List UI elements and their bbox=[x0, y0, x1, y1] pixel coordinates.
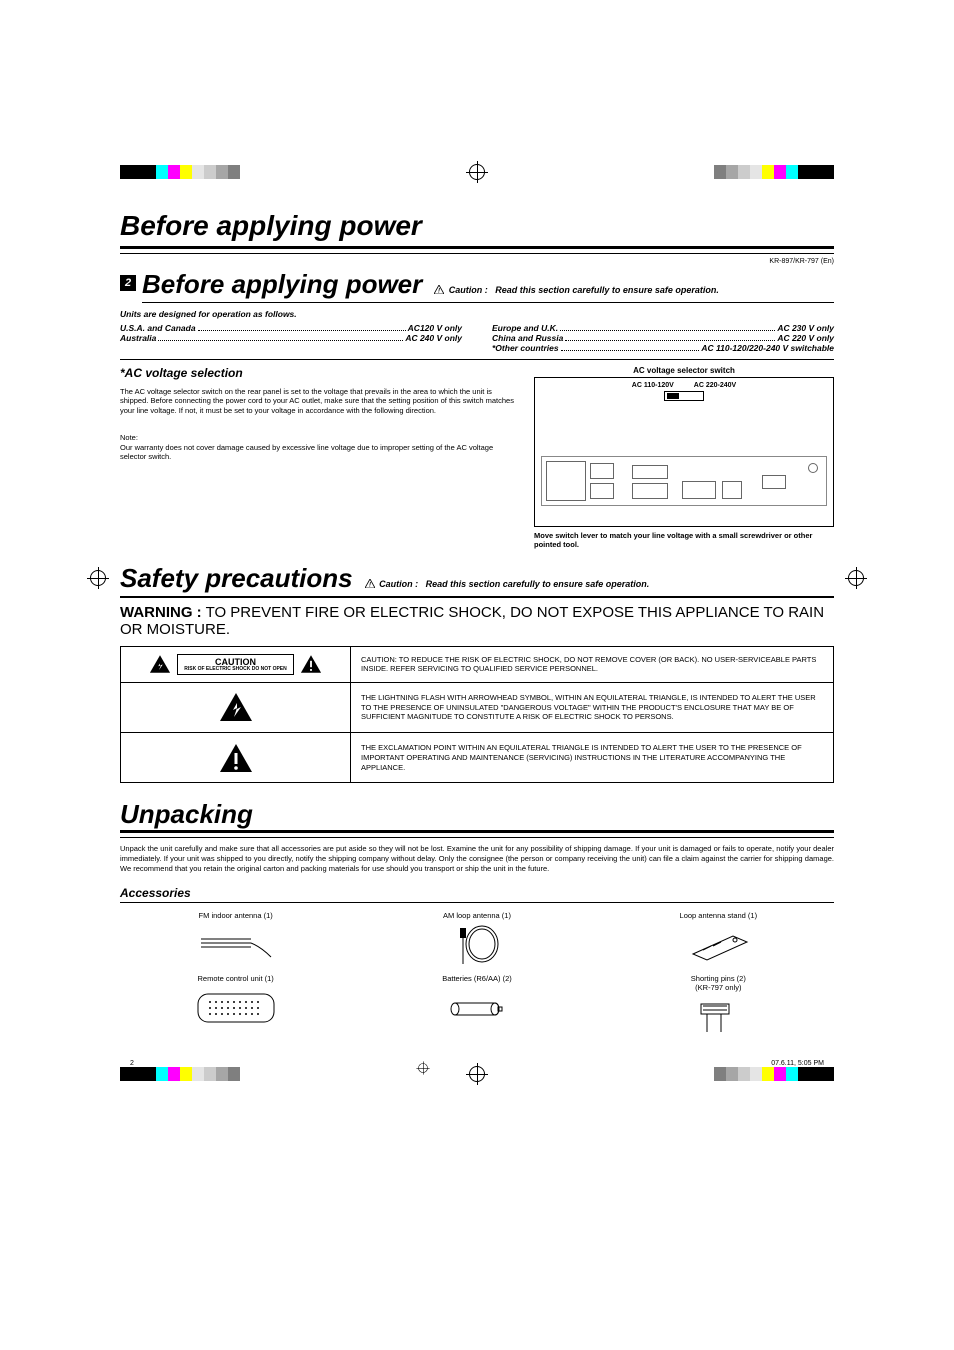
switch-label-right: AC 220-240V bbox=[694, 382, 736, 389]
voltage-row: Europe and U.K.AC 230 V only bbox=[492, 323, 834, 333]
voltage-row: U.S.A. and CanadaAC120 V only bbox=[120, 323, 462, 333]
accessory-label: FM indoor antenna (1) bbox=[120, 911, 351, 920]
registration-top bbox=[0, 160, 954, 184]
switch-label-left: AC 110-120V bbox=[632, 382, 674, 389]
section-title: Before applying power bbox=[142, 269, 422, 300]
lightning-triangle-icon bbox=[219, 692, 253, 722]
caution-text: Read this section carefully to ensure sa… bbox=[495, 285, 719, 295]
symbol-text: THE LIGHTNING FLASH WITH ARROWHEAD SYMBO… bbox=[351, 683, 833, 732]
warning-label: WARNING : bbox=[120, 604, 202, 621]
registration-mark-icon bbox=[469, 1066, 485, 1082]
voltage-col-left: U.S.A. and CanadaAC120 V only AustraliaA… bbox=[120, 323, 462, 353]
accessory-label: Batteries (R6/AA) (2) bbox=[361, 974, 592, 983]
symbol-row-lightning: THE LIGHTNING FLASH WITH ARROWHEAD SYMBO… bbox=[120, 683, 834, 733]
accessory-item: Shorting pins (2) (KR-797 only) bbox=[603, 974, 834, 1040]
voltage-row: *Other countriesAC 110-120/220-240 V swi… bbox=[492, 343, 834, 353]
registration-mark-icon bbox=[90, 570, 106, 586]
color-ticks-right bbox=[714, 165, 834, 179]
accessory-item: Loop antenna stand (1) bbox=[603, 911, 834, 968]
note-label: Note: bbox=[120, 433, 516, 442]
caution-label: Caution : bbox=[449, 285, 488, 295]
accessory-label: Loop antenna stand (1) bbox=[603, 911, 834, 920]
rear-panel-icon bbox=[541, 456, 827, 506]
registration-mark-icon bbox=[469, 164, 485, 180]
switch-diagram-box: AC 110-120V AC 220-240V bbox=[534, 377, 834, 527]
body-text: The AC voltage selector switch on the re… bbox=[120, 387, 516, 415]
subheading: *AC voltage selection bbox=[120, 366, 516, 381]
svg-text:!: ! bbox=[369, 583, 371, 589]
accessories-heading: Accessories bbox=[120, 886, 834, 903]
svg-text:!: ! bbox=[438, 289, 440, 295]
caution-box-text: CAUTION: TO REDUCE THE RISK OF ELECTRIC … bbox=[351, 647, 833, 682]
divider bbox=[120, 830, 834, 833]
shorting-pin-icon bbox=[603, 996, 834, 1040]
accessory-item: Remote control unit (1) bbox=[120, 974, 351, 1040]
section-title: Unpacking bbox=[120, 799, 834, 830]
symbol-row-exclamation: THE EXCLAMATION POINT WITHIN AN EQUILATE… bbox=[120, 733, 834, 783]
fm-antenna-icon bbox=[120, 924, 351, 968]
body-text: Unpack the unit carefully and make sure … bbox=[120, 844, 834, 873]
voltage-table: U.S.A. and CanadaAC120 V only AustraliaA… bbox=[120, 323, 834, 353]
battery-icon bbox=[361, 987, 592, 1031]
ac-voltage-selection: *AC voltage selection The AC voltage sel… bbox=[120, 366, 516, 549]
running-head: Before applying power bbox=[120, 210, 834, 242]
remote-control-icon bbox=[120, 987, 351, 1031]
accessories-grid: FM indoor antenna (1) AM loop antenna (1… bbox=[120, 911, 834, 1040]
caution-label: Caution : bbox=[379, 579, 418, 589]
voltage-col-right: Europe and U.K.AC 230 V only China and R… bbox=[492, 323, 834, 353]
diagram-caption: Move switch lever to match your line vol… bbox=[534, 531, 834, 549]
safety-section: Safety precautions ! Caution : Read this… bbox=[120, 563, 834, 783]
divider bbox=[120, 837, 834, 838]
accessory-label: Remote control unit (1) bbox=[120, 974, 351, 983]
page-content: Before applying power KR-897/KR-797 (En)… bbox=[120, 210, 834, 1076]
caution-plate-sub: RISK OF ELECTRIC SHOCK DO NOT OPEN bbox=[184, 667, 287, 673]
registration-mark-icon bbox=[848, 570, 864, 586]
switch-slot-icon bbox=[664, 391, 704, 401]
exclamation-triangle-icon bbox=[219, 743, 253, 773]
voltage-row: AustraliaAC 240 V only bbox=[120, 333, 462, 343]
page-number-badge: 2 bbox=[120, 275, 136, 291]
warning-line: WARNING : TO PREVENT FIRE OR ELECTRIC SH… bbox=[120, 604, 834, 638]
symbol-text: THE EXCLAMATION POINT WITHIN AN EQUILATE… bbox=[351, 733, 833, 782]
diagram-title: AC voltage selector switch bbox=[534, 366, 834, 375]
caution-inline: ! Caution : Read this section carefully … bbox=[365, 579, 650, 589]
loop-stand-icon bbox=[603, 924, 834, 968]
note-body: Our warranty does not cover damage cause… bbox=[120, 443, 516, 462]
lightning-triangle-icon bbox=[149, 654, 171, 674]
caution-box: CAUTION RISK OF ELECTRIC SHOCK DO NOT OP… bbox=[120, 646, 834, 683]
units-designed-line: Units are designed for operation as foll… bbox=[120, 309, 834, 319]
divider bbox=[120, 253, 834, 254]
accessory-item: Batteries (R6/AA) (2) bbox=[361, 974, 592, 1040]
voltage-row: China and RussiaAC 220 V only bbox=[492, 333, 834, 343]
section-title: Safety precautions bbox=[120, 563, 353, 594]
exclamation-triangle-icon bbox=[300, 654, 322, 674]
unpacking-section: Unpacking Unpack the unit carefully and … bbox=[120, 799, 834, 1039]
selector-diagram: AC voltage selector switch AC 110-120V A… bbox=[534, 366, 834, 549]
caution-text: Read this section carefully to ensure sa… bbox=[426, 579, 650, 589]
caution-plate: CAUTION RISK OF ELECTRIC SHOCK DO NOT OP… bbox=[177, 654, 294, 676]
color-ticks-left bbox=[120, 165, 240, 179]
accessory-label: AM loop antenna (1) bbox=[361, 911, 592, 920]
registration-bottom bbox=[0, 1062, 954, 1086]
divider bbox=[120, 246, 834, 249]
accessory-item: AM loop antenna (1) bbox=[361, 911, 592, 968]
accessory-item: FM indoor antenna (1) bbox=[120, 911, 351, 968]
accessory-label: Shorting pins (2) (KR-797 only) bbox=[603, 974, 834, 992]
warning-body: TO PREVENT FIRE OR ELECTRIC SHOCK, DO NO… bbox=[120, 604, 824, 638]
model-reference: KR-897/KR-797 (En) bbox=[120, 258, 834, 265]
caution-inline: ! Caution : Read this section carefully … bbox=[434, 285, 719, 295]
am-loop-antenna-icon bbox=[361, 924, 592, 968]
